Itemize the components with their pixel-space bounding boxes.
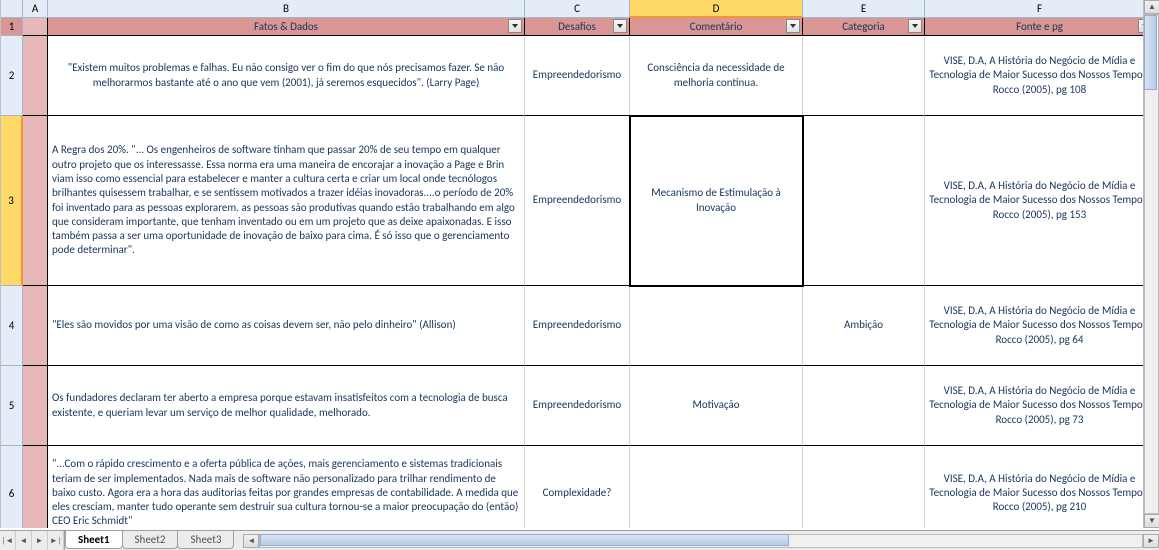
cell-d5[interactable]: Motivação <box>630 366 803 446</box>
col-header-b[interactable]: B <box>48 0 525 18</box>
header-categoria[interactable]: Categoria <box>803 18 925 36</box>
header-label: Comentário <box>690 20 743 33</box>
header-fatos-dados[interactable]: Fatos & Dados <box>48 18 525 36</box>
cell-a1[interactable] <box>23 18 48 36</box>
cell-a5[interactable] <box>23 366 48 446</box>
row-header-1[interactable]: 1 <box>1 18 23 36</box>
cell-e6[interactable] <box>803 446 925 528</box>
cell-f6[interactable]: VISE, D.A, A História do Negócio de Mídi… <box>925 446 1143 528</box>
scroll-down-button[interactable]: ▼ <box>1144 514 1159 528</box>
scroll-left-button[interactable]: ◄ <box>243 534 259 548</box>
scroll-right-button[interactable]: ► <box>1143 534 1159 548</box>
tab-nav-first[interactable]: |◄ <box>0 531 16 550</box>
row-header-6[interactable]: 6 <box>1 446 23 528</box>
scroll-track-horizontal[interactable] <box>259 534 1143 548</box>
row-header-3[interactable]: 3 <box>1 116 23 286</box>
filter-button-d[interactable] <box>786 19 800 33</box>
cell-b5[interactable]: Os fundadores declaram ter aberto a empr… <box>48 366 525 446</box>
cell-d4[interactable] <box>630 286 803 366</box>
cell-e3[interactable] <box>803 116 925 286</box>
header-label: Categoria <box>842 20 885 33</box>
sheet-tab-2[interactable]: Sheet2 <box>122 531 179 549</box>
cell-b6[interactable]: "...Com o rápido crescimento e a oferta … <box>48 446 525 528</box>
tab-nav-last[interactable]: ►| <box>48 531 64 550</box>
cell-c6[interactable]: Complexidade? <box>525 446 630 528</box>
scroll-up-button[interactable]: ▲ <box>1144 0 1159 14</box>
row-header-5[interactable]: 5 <box>1 366 23 446</box>
scroll-track-vertical[interactable] <box>1144 14 1159 514</box>
col-header-a[interactable]: A <box>23 0 48 18</box>
header-comentario[interactable]: Comentário <box>630 18 803 36</box>
vertical-scrollbar[interactable]: ▲ ▼ <box>1143 0 1159 528</box>
horizontal-scrollbar[interactable]: ◄ ► <box>243 533 1159 549</box>
header-desafios[interactable]: Desafios <box>525 18 630 36</box>
filter-button-e[interactable] <box>908 19 922 33</box>
tab-nav-next[interactable]: ► <box>32 531 48 550</box>
filter-button-b[interactable] <box>508 19 522 33</box>
cell-a3[interactable] <box>23 116 48 286</box>
cell-b2[interactable]: "Existem muitos problemas e falhas. Eu n… <box>48 36 525 116</box>
cell-f2[interactable]: VISE, D.A, A História do Negócio de Mídi… <box>925 36 1143 116</box>
cell-a2[interactable] <box>23 36 48 116</box>
cell-f4[interactable]: VISE, D.A, A História do Negócio de Mídi… <box>925 286 1143 366</box>
cell-e4[interactable]: Ambição <box>803 286 925 366</box>
cell-f5[interactable]: VISE, D.A, A História do Negócio de Mídi… <box>925 366 1143 446</box>
filter-button-c[interactable] <box>613 19 627 33</box>
tab-nav-group: |◄ ◄ ► ►| <box>0 531 65 550</box>
cell-f3[interactable]: VISE, D.A, A História do Negócio de Mídi… <box>925 116 1143 286</box>
col-header-e[interactable]: E <box>803 0 925 18</box>
cell-d3-active[interactable]: Mecanismo de Estimulação à Inovação <box>630 116 803 286</box>
header-fonte[interactable]: Fonte e pg <box>925 18 1143 36</box>
cell-c2[interactable]: Empreendedorismo <box>525 36 630 116</box>
cell-a4[interactable] <box>23 286 48 366</box>
cell-d6[interactable] <box>630 446 803 528</box>
cell-e2[interactable] <box>803 36 925 116</box>
cell-b3[interactable]: A Regra dos 20%. "... Os engenheiros de … <box>48 116 525 286</box>
select-all-corner[interactable] <box>1 0 23 18</box>
spreadsheet-grid: A B C D E F 1 Fatos & Dados Desafios Com… <box>0 0 1143 528</box>
row-header-2[interactable]: 2 <box>1 36 23 116</box>
col-header-c[interactable]: C <box>525 0 630 18</box>
scroll-thumb-vertical[interactable] <box>1144 15 1157 90</box>
sheet-tab-1[interactable]: Sheet1 <box>65 531 123 549</box>
cell-c3[interactable]: Empreendedorismo <box>525 116 630 286</box>
col-header-f[interactable]: F <box>925 0 1143 18</box>
header-label: Fonte e pg <box>1016 20 1063 33</box>
header-label: Fatos & Dados <box>254 20 318 33</box>
cell-c5[interactable]: Empreendedorismo <box>525 366 630 446</box>
sheet-tab-3[interactable]: Sheet3 <box>177 531 234 549</box>
sheet-tab-bar: |◄ ◄ ► ►| Sheet1 Sheet2 Sheet3 ◄ ► <box>0 530 1159 550</box>
row-header-4[interactable]: 4 <box>1 286 23 366</box>
cell-e5[interactable] <box>803 366 925 446</box>
header-label: Desafios <box>558 20 596 33</box>
col-header-d[interactable]: D <box>630 0 803 18</box>
tab-nav-prev[interactable]: ◄ <box>16 531 32 550</box>
scroll-thumb-horizontal[interactable] <box>260 534 789 546</box>
cell-d2[interactable]: Consciência da necessidade de melhoria c… <box>630 36 803 116</box>
cell-b4[interactable]: "Eles são movidos por uma visão de como … <box>48 286 525 366</box>
cell-c4[interactable]: Empreendedorismo <box>525 286 630 366</box>
cell-a6[interactable] <box>23 446 48 528</box>
